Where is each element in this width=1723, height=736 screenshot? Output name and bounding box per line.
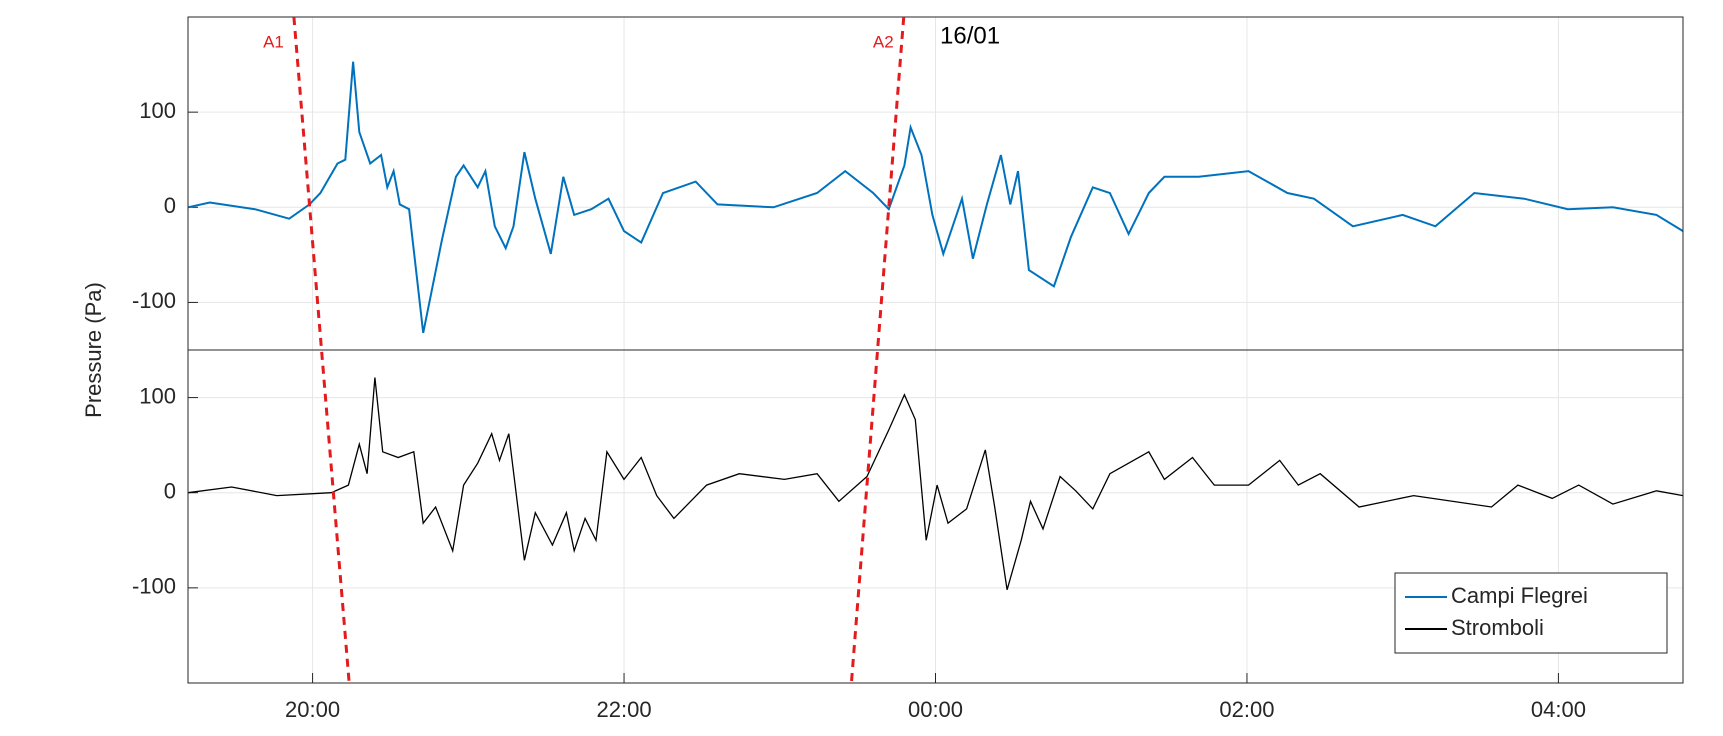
- x-tick-label: 04:00: [1531, 697, 1586, 722]
- x-tick-label: 20:00: [285, 697, 340, 722]
- y-tick-label: -100: [132, 288, 176, 313]
- y-tick-label: 0: [164, 479, 176, 504]
- line-series: [187, 61, 1684, 334]
- legend-label: Stromboli: [1451, 615, 1544, 640]
- panel-frame: [187, 349, 1684, 684]
- date-label: 16/01: [940, 22, 1000, 49]
- y-tick-label: 100: [139, 383, 176, 408]
- y-tick-label: 100: [139, 98, 176, 123]
- legend-box: [1394, 572, 1668, 654]
- y-axis-label: Pressure (Pa): [81, 282, 106, 418]
- x-tick-label: 00:00: [908, 697, 963, 722]
- x-tick-label: 02:00: [1219, 697, 1274, 722]
- legend-label: Campi Flegrei: [1451, 583, 1588, 608]
- y-tick-label: -100: [132, 574, 176, 599]
- marker-label: A1: [263, 32, 284, 51]
- x-tick-label: 22:00: [597, 697, 652, 722]
- marker-label: A2: [873, 32, 894, 51]
- line-series: [187, 377, 1684, 590]
- y-tick-label: 0: [164, 193, 176, 218]
